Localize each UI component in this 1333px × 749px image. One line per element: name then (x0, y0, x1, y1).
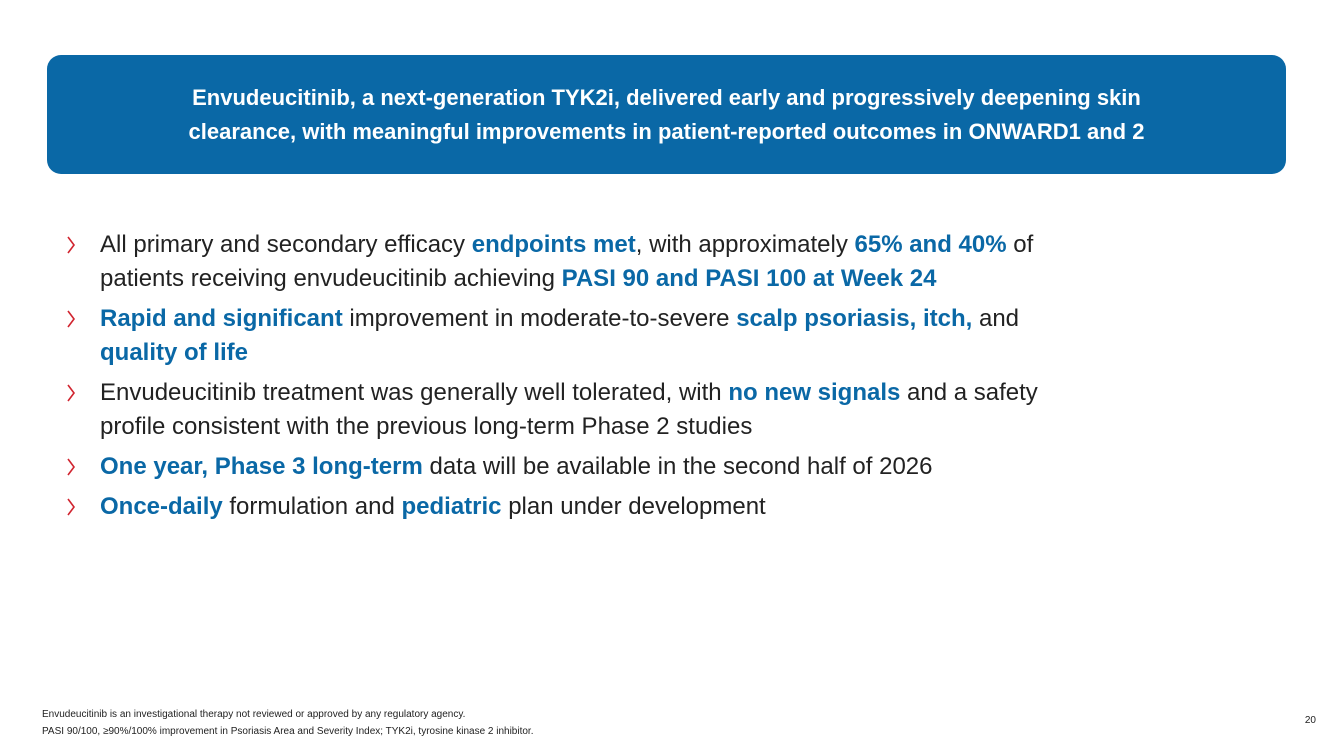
footnotes: Envudeucitinib is an investigational the… (42, 706, 534, 740)
footnote-line: Envudeucitinib is an investigational the… (42, 709, 466, 720)
bullet-text-plain: formulation and (222, 493, 402, 520)
bullet-text-highlight: scalp psoriasis, itch, (736, 305, 973, 332)
bullet-text-highlight: PASI 90 and PASI 100 at Week 24 (561, 265, 937, 292)
chevron-right-icon (66, 302, 76, 328)
bullet-list: All primary and secondary efficacy endpo… (64, 228, 1264, 530)
footnote-line: PASI 90/100, ≥90%/100% improvement in Ps… (42, 726, 534, 737)
bullet-text-plain: , with approximately (635, 231, 855, 258)
bullet-text-plain: of (1006, 231, 1034, 258)
bullet-text-highlight: no new signals (728, 379, 901, 406)
bullet-item: One year, Phase 3 long-term data will be… (64, 450, 1264, 484)
bullet-item: Once-daily formulation and pediatric pla… (64, 490, 1264, 524)
bullet-text-highlight: pediatric (401, 493, 502, 520)
bullet-text-highlight: One year, Phase 3 long-term (100, 453, 423, 480)
chevron-right-icon (66, 450, 76, 476)
bullet-text-plain: patients receiving envudeucitinib achiev… (100, 265, 562, 292)
bullet-text-plain: Envudeucitinib treatment was generally w… (100, 379, 729, 406)
slide-title: Envudeucitinib, a next-generation TYK2i,… (189, 81, 1145, 149)
bullet-text: Envudeucitinib treatment was generally w… (100, 379, 1038, 440)
bullet-text-plain: data will be available in the second hal… (422, 453, 933, 480)
slide-title-line-1: Envudeucitinib, a next-generation TYK2i,… (192, 84, 1141, 110)
bullet-item: All primary and secondary efficacy endpo… (64, 228, 1264, 296)
chevron-right-icon (66, 490, 76, 516)
headline-banner: Envudeucitinib, a next-generation TYK2i,… (47, 55, 1286, 174)
bullet-text-plain: plan under development (501, 493, 766, 520)
bullet-text-highlight: 65% and 40% (854, 231, 1007, 258)
page-number: 20 (1304, 715, 1316, 726)
bullet-text-highlight: endpoints met (471, 231, 636, 258)
bullet-text: Rapid and significant improvement in mod… (100, 305, 1019, 366)
bullet-text: Once-daily formulation and pediatric pla… (100, 493, 766, 520)
bullet-text-highlight: Rapid and significant (100, 305, 343, 332)
slide-title-line-2: clearance, with meaningful improvements … (188, 118, 1145, 144)
chevron-right-icon (66, 376, 76, 402)
bullet-text-plain: profile consistent with the previous lon… (100, 413, 753, 440)
bullet-text-plain: and a safety (900, 379, 1038, 406)
bullet-text-highlight: Once-daily (100, 493, 223, 520)
bullet-item: Rapid and significant improvement in mod… (64, 302, 1264, 370)
bullet-text-plain: All primary and secondary efficacy (100, 231, 472, 258)
bullet-text: One year, Phase 3 long-term data will be… (100, 453, 932, 480)
bullet-text-highlight: quality of life (100, 339, 249, 366)
bullet-item: Envudeucitinib treatment was generally w… (64, 376, 1264, 444)
bullet-text-plain: improvement in moderate-to-severe (342, 305, 737, 332)
bullet-text-plain: and (972, 305, 1020, 332)
chevron-right-icon (66, 228, 76, 254)
bullet-text: All primary and secondary efficacy endpo… (100, 231, 1033, 292)
